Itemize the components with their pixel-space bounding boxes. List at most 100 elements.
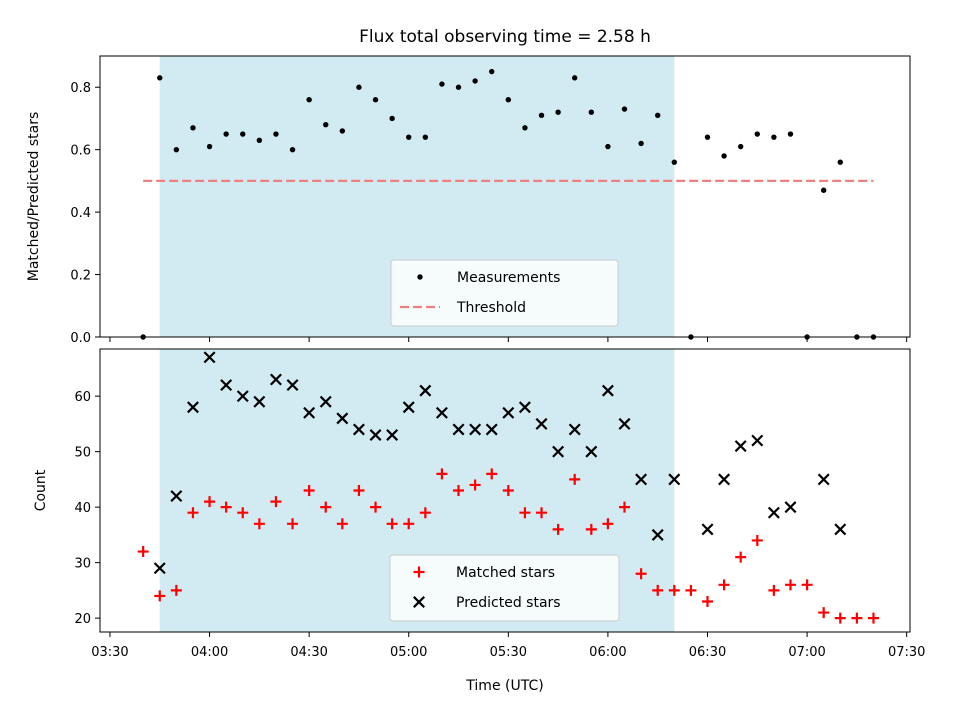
- y-tick-label: 0.4: [70, 206, 91, 221]
- matched-star-point: [735, 551, 747, 563]
- matched-star-point: [170, 584, 182, 596]
- predicted-star-point: [452, 423, 465, 436]
- measurement-point: [422, 134, 429, 140]
- y-tick-label: 0.6: [70, 144, 91, 159]
- matched-star-point: [303, 485, 315, 496]
- legend-box: [389, 554, 620, 622]
- matched-star-point: [370, 501, 382, 513]
- y-tick-label: 40: [74, 501, 91, 516]
- matched-star-point: [187, 507, 199, 519]
- matched-star-point: [552, 523, 564, 535]
- measurement-point: [655, 112, 661, 119]
- predicted-star-point: [369, 429, 382, 441]
- measurement-point: [306, 97, 312, 103]
- legend-box: [390, 259, 619, 327]
- matched-star-point: [386, 518, 398, 530]
- legend-measurement-swatch: [417, 274, 423, 280]
- predicted-star-point: [734, 440, 747, 453]
- y-tick-label: 20: [74, 612, 91, 627]
- legend-label: Threshold: [456, 300, 526, 316]
- matched-star-point: [801, 579, 813, 591]
- measurement-point: [356, 84, 362, 90]
- measurement-point: [223, 131, 229, 137]
- matched-star-point: [204, 496, 216, 508]
- matched-star-point: [502, 485, 514, 496]
- matched-star-point: [137, 546, 149, 558]
- matched-star-point: [751, 534, 763, 546]
- predicted-star-point: [469, 423, 482, 436]
- measurement-point: [754, 131, 760, 137]
- matched-star-point: [154, 590, 166, 602]
- ratio-plot-frame: [99, 55, 911, 338]
- matched-star-point: [536, 507, 548, 519]
- measurement-point: [721, 153, 727, 159]
- measurement-point: [555, 109, 561, 115]
- legend-matched-swatch: [413, 566, 425, 578]
- predicted-star-point: [286, 379, 299, 392]
- matched-star-point: [569, 473, 581, 485]
- matched-star-point: [253, 518, 265, 530]
- measurement-point: [289, 146, 296, 153]
- matched-star-point: [419, 507, 431, 519]
- measurement-point: [372, 97, 379, 103]
- measurement-point: [406, 134, 412, 140]
- measurement-point: [704, 134, 711, 140]
- count-y-axis-label: Count: [33, 469, 49, 511]
- measurement-point: [439, 81, 445, 87]
- predicted-star-point: [186, 401, 199, 414]
- measurement-point: [621, 106, 628, 112]
- ratio-panel: 0.00.20.40.60.8 Matched/Predicted stars …: [26, 55, 911, 346]
- measurement-point: [157, 75, 163, 81]
- measurement-point: [240, 131, 246, 137]
- measurement-point: [339, 128, 346, 134]
- measurement-point: [206, 143, 213, 150]
- matched-star-point: [784, 579, 796, 591]
- x-tick-label: 07:00: [788, 645, 825, 660]
- chart-title: Flux total observing time = 2.58 h: [359, 27, 651, 47]
- predicted-star-point: [386, 429, 399, 441]
- measurement-point: [820, 187, 827, 193]
- matched-star-point: [768, 584, 780, 596]
- matched-star-point: [619, 501, 631, 513]
- predicted-star-point: [834, 523, 847, 536]
- measurement-point: [638, 140, 644, 147]
- measurement-point: [605, 143, 611, 150]
- predicted-star-point: [253, 395, 266, 408]
- y-tick-label: 0.0: [70, 331, 91, 346]
- measurement-point: [588, 109, 595, 115]
- predicted-star-point: [585, 445, 598, 458]
- x-axis-label: Time (UTC): [465, 678, 543, 694]
- y-tick-label: 50: [74, 446, 91, 461]
- predicted-star-point: [170, 490, 183, 503]
- matched-star-point: [602, 518, 614, 530]
- predicted-star-point: [220, 379, 233, 392]
- predicted-star-point: [319, 395, 332, 408]
- x-tick-label: 03:30: [91, 645, 128, 660]
- matched-star-point: [220, 501, 232, 513]
- matched-star-point: [237, 507, 249, 519]
- x-tick-label: 06:00: [589, 645, 626, 660]
- ratio-marks: [140, 68, 877, 340]
- matched-star-point: [353, 485, 365, 496]
- matched-star-point: [851, 612, 863, 624]
- predicted-star-point: [718, 473, 731, 486]
- legend-label: Matched stars: [456, 565, 555, 581]
- matched-star-point: [818, 607, 830, 619]
- predicted-star-point: [419, 384, 432, 397]
- predicted-star-point: [784, 501, 797, 514]
- predicted-star-point: [236, 390, 249, 403]
- matched-star-point: [469, 479, 481, 491]
- y-tick-label: 0.8: [70, 81, 91, 96]
- matched-star-point: [685, 584, 697, 596]
- legend-label: Measurements: [457, 270, 560, 286]
- matched-star-point: [453, 485, 465, 496]
- x-tick-label: 05:00: [390, 645, 427, 660]
- predicted-star-point: [485, 423, 498, 436]
- x-tick-label: 05:30: [490, 645, 527, 660]
- measurement-point: [323, 121, 329, 128]
- count-plot-frame: [99, 348, 911, 633]
- measurement-point: [455, 84, 462, 90]
- predicted-star-point: [767, 506, 780, 519]
- x-tick-label: 04:00: [191, 645, 228, 660]
- matched-star-point: [635, 568, 647, 580]
